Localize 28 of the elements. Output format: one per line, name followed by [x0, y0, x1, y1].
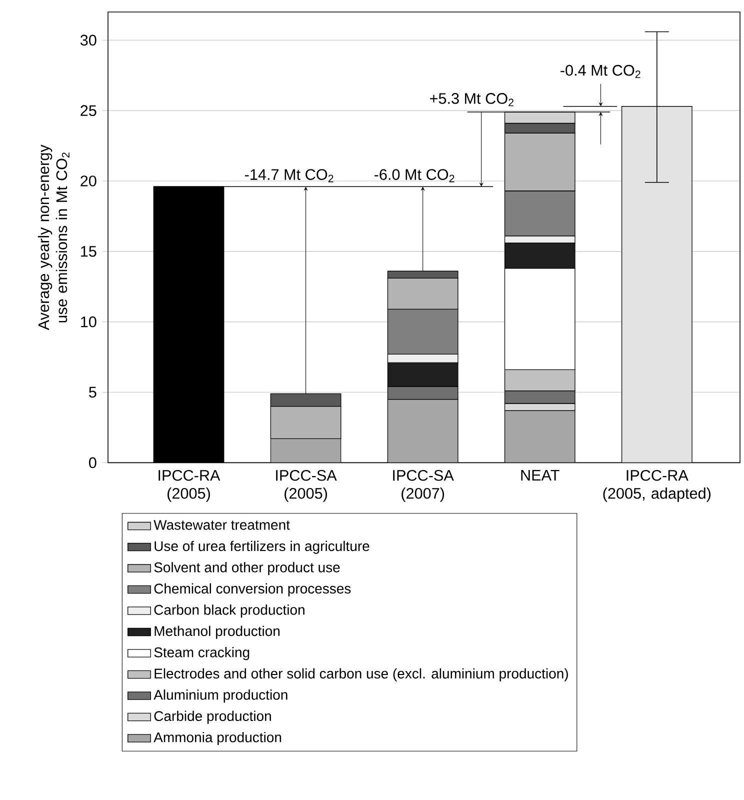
y-axis-title: Average yearly non-energy use emissions in Mt CO$_{2}$ — [38, 144, 70, 330]
y-tick-label: 20 — [80, 176, 96, 186]
y-tick-label: 25 — [80, 105, 96, 116]
x-tick-label: IPCC-RA (2005, adapted) — [603, 470, 710, 502]
y-tick-label: 5 — [89, 386, 96, 398]
y-tick-label: 10 — [81, 316, 96, 328]
legend-label: Methanol production — [154, 626, 280, 639]
x-tick-label: NEAT — [521, 470, 560, 481]
legend-label: Steam cracking — [154, 647, 250, 660]
annotation: +5.3 Mt CO$_{2}$ — [430, 93, 514, 106]
legend-label: Carbon black production — [154, 604, 304, 618]
legend-label: Solvent and other product use — [154, 562, 340, 576]
legend-label: Chemical conversion processes — [154, 583, 351, 596]
annotation: -14.7 Mt CO$_{2}$ — [245, 169, 334, 182]
legend-label: Aluminium production — [154, 690, 288, 703]
legend-label: Carbide production — [154, 710, 271, 724]
y-tick-label: 15 — [81, 246, 96, 257]
annotation: -0.4 Mt CO$_{2}$ — [560, 64, 640, 78]
legend-label: Use of urea fertilizers in agriculture — [154, 540, 370, 554]
annotation: -6.0 Mt CO$_{2}$ — [374, 169, 454, 182]
y-tick-label: 30 — [80, 34, 96, 46]
x-tick-label: IPCC-RA (2005) — [158, 470, 220, 502]
legend-label: Electrodes and other solid carbon use (excl. aluminium production) — [154, 668, 568, 682]
y-tick-label: 0 — [89, 457, 96, 468]
legend-label: Wastewater treatment — [154, 520, 290, 530]
x-tick-label: IPCC-SA (2007) — [393, 470, 454, 502]
legend-label: Ammonia production — [154, 732, 282, 746]
x-tick-label: IPCC-SA (2005) — [276, 470, 337, 502]
